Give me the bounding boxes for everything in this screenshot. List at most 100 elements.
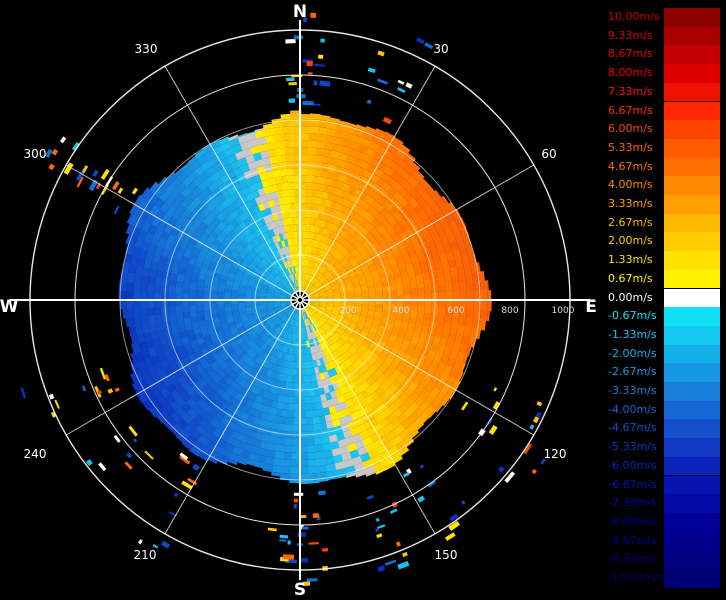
velocity-cell bbox=[324, 271, 331, 278]
velocity-cell bbox=[314, 154, 324, 163]
velocity-cell bbox=[281, 211, 288, 219]
velocity-cell bbox=[286, 324, 291, 332]
echo-speckle bbox=[377, 565, 386, 573]
velocity-cell bbox=[382, 369, 392, 380]
velocity-cell bbox=[290, 311, 295, 319]
legend-swatch bbox=[664, 232, 720, 252]
velocity-cell bbox=[292, 266, 296, 274]
velocity-cell bbox=[312, 331, 317, 339]
velocity-cell bbox=[300, 175, 308, 183]
azimuth-label-60: 60 bbox=[541, 147, 556, 161]
velocity-cell bbox=[344, 232, 353, 242]
velocity-cell bbox=[281, 304, 289, 309]
velocity-cell bbox=[212, 216, 223, 226]
velocity-cell bbox=[255, 219, 263, 229]
velocity-cell bbox=[345, 472, 357, 478]
velocity-cell bbox=[436, 269, 445, 280]
velocity-cell bbox=[273, 303, 281, 306]
legend-label: 2.00m/s bbox=[608, 234, 653, 248]
echo-speckle bbox=[444, 532, 456, 541]
velocity-cell bbox=[259, 306, 268, 311]
velocity-cell bbox=[133, 315, 142, 327]
velocity-cell bbox=[222, 364, 232, 374]
velocity-cell bbox=[240, 163, 252, 173]
velocity-cell bbox=[283, 278, 289, 285]
legend-row: 4.67m/s bbox=[604, 157, 720, 177]
velocity-cell bbox=[261, 359, 269, 368]
radar-plot[interactable]: N E S W 30 60 120 150 210 240 300 330 20… bbox=[0, 0, 600, 600]
velocity-cell bbox=[196, 309, 205, 317]
velocity-cell bbox=[240, 343, 249, 351]
velocity-cell bbox=[315, 197, 323, 206]
velocity-cell bbox=[329, 216, 338, 225]
velocity-cell bbox=[246, 131, 258, 142]
velocity-cell bbox=[356, 347, 365, 356]
velocity-cell bbox=[267, 177, 277, 186]
velocity-cell bbox=[305, 281, 310, 289]
velocity-cell bbox=[261, 367, 270, 376]
velocity-cell bbox=[352, 462, 365, 473]
velocity-cell bbox=[344, 436, 355, 446]
velocity-cell bbox=[168, 299, 176, 307]
velocity-cell bbox=[336, 211, 345, 221]
velocity-cell bbox=[312, 314, 319, 322]
velocity-cell bbox=[449, 240, 460, 252]
velocity-cell bbox=[350, 274, 358, 281]
velocity-cell bbox=[218, 360, 228, 370]
velocity-cell bbox=[263, 128, 275, 137]
velocity-cell bbox=[267, 338, 274, 347]
velocity-cell bbox=[276, 190, 285, 199]
velocity-cell bbox=[463, 326, 472, 338]
velocity-cell bbox=[213, 225, 224, 235]
echo-speckle bbox=[416, 37, 425, 45]
velocity-cell bbox=[415, 318, 424, 327]
velocity-cell bbox=[392, 267, 401, 276]
velocity-cell bbox=[368, 364, 378, 375]
velocity-cell bbox=[189, 287, 197, 295]
velocity-cell bbox=[310, 402, 318, 411]
velocity-cell bbox=[378, 216, 389, 227]
velocity-cell bbox=[243, 322, 251, 329]
velocity-cell bbox=[227, 272, 236, 279]
velocity-cell bbox=[381, 243, 391, 253]
velocity-cell bbox=[315, 272, 322, 280]
velocity-cell bbox=[251, 248, 259, 257]
velocity-cell bbox=[226, 258, 235, 266]
velocity-cell bbox=[351, 134, 364, 145]
velocity-cell bbox=[177, 266, 187, 276]
velocity-cell bbox=[342, 429, 353, 440]
velocity-cell bbox=[253, 255, 262, 264]
velocity-cell bbox=[274, 288, 282, 293]
velocity-cell bbox=[287, 283, 293, 290]
velocity-cell bbox=[320, 436, 331, 445]
velocity-cell bbox=[325, 272, 332, 279]
velocity-cell bbox=[305, 311, 310, 319]
velocity-cell bbox=[315, 458, 327, 467]
velocity-cell bbox=[247, 232, 256, 241]
echo-speckle bbox=[448, 520, 461, 531]
velocity-cell bbox=[367, 330, 376, 339]
velocity-cell bbox=[454, 333, 464, 345]
velocity-cell bbox=[183, 316, 192, 325]
velocity-cell bbox=[287, 325, 292, 333]
velocity-cell bbox=[325, 463, 337, 472]
velocity-cell bbox=[302, 312, 306, 320]
velocity-cell bbox=[256, 253, 264, 262]
velocity-cell bbox=[310, 189, 319, 198]
velocity-cell bbox=[312, 303, 320, 307]
velocity-cell bbox=[280, 296, 288, 299]
velocity-cell bbox=[458, 246, 469, 258]
velocity-cell bbox=[281, 305, 289, 310]
velocity-cell bbox=[412, 261, 421, 271]
velocity-cell bbox=[424, 300, 432, 308]
velocity-cell bbox=[364, 321, 373, 328]
velocity-cell bbox=[427, 264, 437, 274]
velocity-cell bbox=[397, 446, 410, 457]
velocity-cell bbox=[433, 237, 444, 249]
velocity-cell bbox=[320, 334, 327, 342]
echo-speckle bbox=[405, 82, 413, 89]
velocity-cell bbox=[324, 284, 332, 290]
velocity-cell bbox=[292, 224, 297, 232]
velocity-cell bbox=[316, 310, 324, 315]
velocity-cell bbox=[435, 321, 445, 332]
